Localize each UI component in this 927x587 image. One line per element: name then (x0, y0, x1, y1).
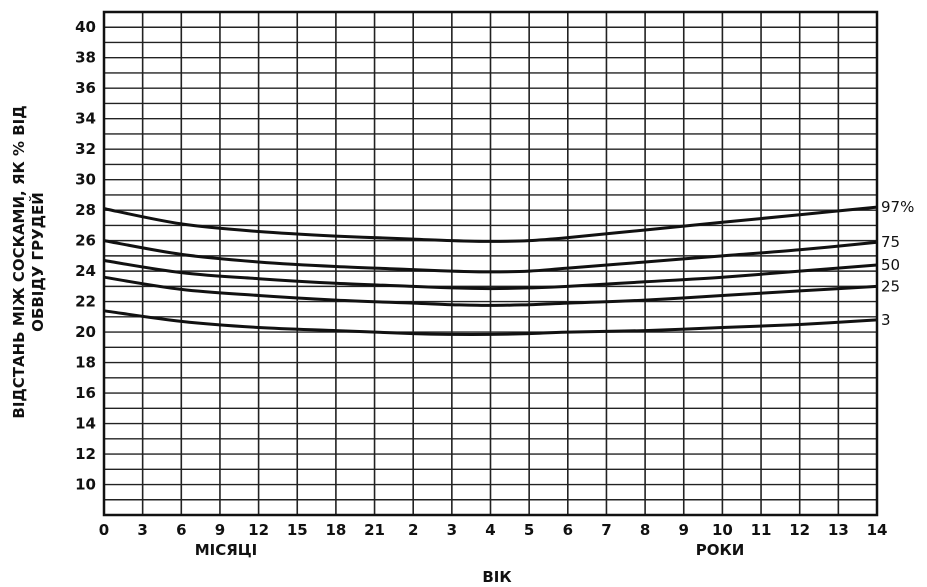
y-axis-label-line-1: ВІДСТАНЬ МІЖ СОСКАМИ, ЯК % ВІД (10, 105, 28, 418)
x-tick-label: 14 (867, 521, 888, 539)
x-tick-label: 2 (408, 521, 418, 539)
x-group-label-years: РОКИ (696, 541, 745, 559)
y-axis-label: ВІДСТАНЬ МІЖ СОСКАМИ, ЯК % ВІД ОБВІДУ ГР… (10, 105, 47, 418)
y-tick-label: 16 (75, 384, 96, 402)
x-tick-labels: 0 3 6 9 12 15 18 21 2 3 4 5 6 7 8 9 10 11 12 13 14 (99, 521, 888, 539)
x-tick-label: 8 (640, 521, 650, 539)
x-tick-label: 18 (325, 521, 346, 539)
percentile-label: 50 (881, 256, 900, 274)
series-labels: 97% 75 50 25 3 (881, 198, 914, 329)
x-tick-label: 0 (99, 521, 109, 539)
y-tick-label: 20 (75, 323, 96, 341)
percentile-curve (103, 309, 878, 336)
x-tick-label: 6 (176, 521, 186, 539)
percentile-label: 3 (881, 311, 891, 329)
percentile-curves (103, 205, 878, 336)
x-tick-label: 12 (789, 521, 810, 539)
percentile-label: 75 (881, 233, 900, 251)
x-axis-label: ВІК (482, 568, 512, 586)
x-tick-label: 4 (485, 521, 495, 539)
x-tick-label: 6 (563, 521, 573, 539)
percentile-label: 25 (881, 277, 900, 295)
x-tick-label: 3 (137, 521, 147, 539)
x-tick-label: 21 (364, 521, 385, 539)
percentile-curve (103, 259, 878, 291)
y-tick-label: 14 (75, 415, 96, 433)
y-tick-label: 22 (75, 293, 96, 311)
x-tick-label: 11 (751, 521, 772, 539)
x-tick-label: 15 (287, 521, 308, 539)
plot-frame (102, 10, 879, 517)
x-tick-label: 9 (679, 521, 689, 539)
x-tick-label: 13 (828, 521, 849, 539)
y-tick-label: 38 (75, 49, 96, 67)
percentile-curve (103, 239, 878, 274)
x-tick-label: 9 (215, 521, 225, 539)
y-tick-label: 28 (75, 201, 96, 219)
percentile-curve (103, 275, 878, 307)
y-tick-label: 26 (75, 232, 96, 250)
y-tick-label: 24 (75, 262, 96, 280)
x-tick-label: 5 (524, 521, 534, 539)
y-tick-label: 40 (75, 18, 96, 36)
y-tick-label: 12 (75, 445, 96, 463)
y-tick-label: 32 (75, 140, 96, 158)
y-tick-label: 34 (75, 110, 96, 128)
grid (104, 12, 877, 515)
y-tick-label: 36 (75, 79, 96, 97)
x-tick-label: 7 (601, 521, 611, 539)
y-tick-labels: 10 12 14 16 18 20 22 24 26 28 30 32 34 36 38 40 (75, 18, 96, 493)
y-axis-label-line-2: ОБВІДУ ГРУДЕЙ (28, 192, 47, 332)
x-group-label-months: МІСЯЦІ (195, 541, 258, 559)
percentile-label: 97% (881, 198, 914, 216)
y-tick-label: 18 (75, 354, 96, 372)
y-tick-label: 10 (75, 476, 96, 494)
y-tick-label: 30 (75, 171, 96, 189)
x-tick-label: 10 (712, 521, 733, 539)
x-tick-label: 12 (248, 521, 269, 539)
percentile-curve (103, 205, 878, 243)
x-tick-label: 3 (447, 521, 457, 539)
